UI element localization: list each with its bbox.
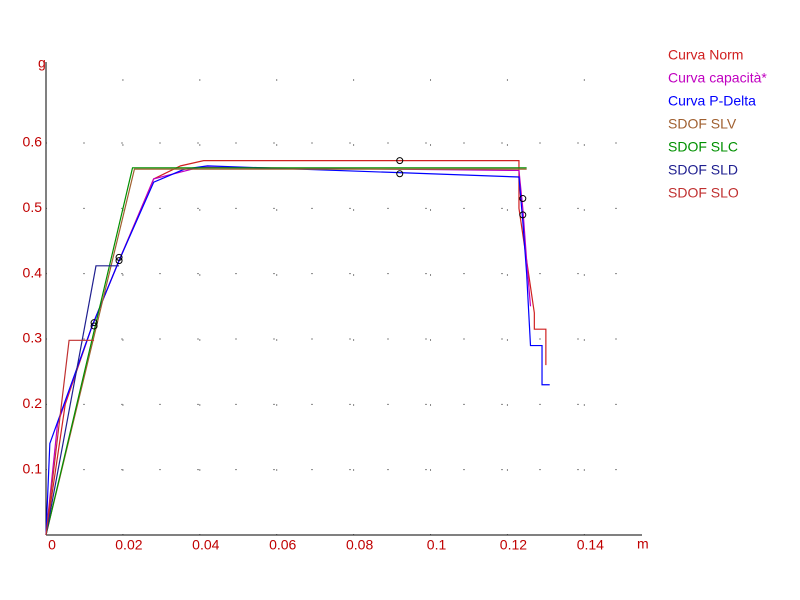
x-tick-label: 0	[48, 537, 56, 553]
series-line	[45, 168, 527, 536]
x-tick-label: 0.08	[346, 537, 373, 553]
legend-entry: SDOF SLV	[668, 116, 737, 132]
x-tick-label: 0.14	[577, 537, 604, 553]
x-tick-label: 0.02	[115, 537, 142, 553]
point-marker	[519, 195, 527, 203]
point-marker	[519, 211, 527, 219]
series-line	[45, 165, 550, 536]
point-marker	[396, 157, 404, 165]
x-tick-label: 0.04	[192, 537, 219, 553]
y-tick-label: 0.1	[23, 460, 43, 476]
y-tick-label: 0.3	[23, 330, 43, 346]
point-marker	[90, 322, 98, 330]
point-marker	[115, 253, 123, 261]
y-tick-label: 0.5	[23, 199, 43, 215]
point-marker	[396, 170, 404, 178]
y-tick-label: 0.6	[23, 134, 43, 150]
series-line	[45, 339, 95, 536]
legend-entry: SDOF SLC	[668, 139, 738, 155]
series-line	[45, 166, 532, 536]
legend-entry: SDOF SLD	[668, 162, 738, 178]
x-tick-label: 0.06	[269, 537, 296, 553]
x-axis-label: m	[637, 536, 649, 552]
y-tick-label: 0.2	[23, 395, 43, 411]
series-line	[45, 167, 527, 536]
point-marker	[115, 257, 123, 265]
legend-entry: Curva Norm	[668, 47, 743, 63]
legend-entry: Curva P-Delta	[668, 93, 756, 109]
legend-entry: Curva capacità*	[668, 70, 767, 86]
y-tick-label: 0.4	[23, 264, 43, 280]
x-tick-label: 0.1	[427, 537, 447, 553]
x-tick-label: 0.12	[500, 537, 527, 553]
series-line	[45, 265, 120, 536]
legend-entry: SDOF SLO	[668, 185, 739, 201]
y-axis-label: g	[38, 55, 46, 71]
point-marker	[90, 319, 98, 327]
